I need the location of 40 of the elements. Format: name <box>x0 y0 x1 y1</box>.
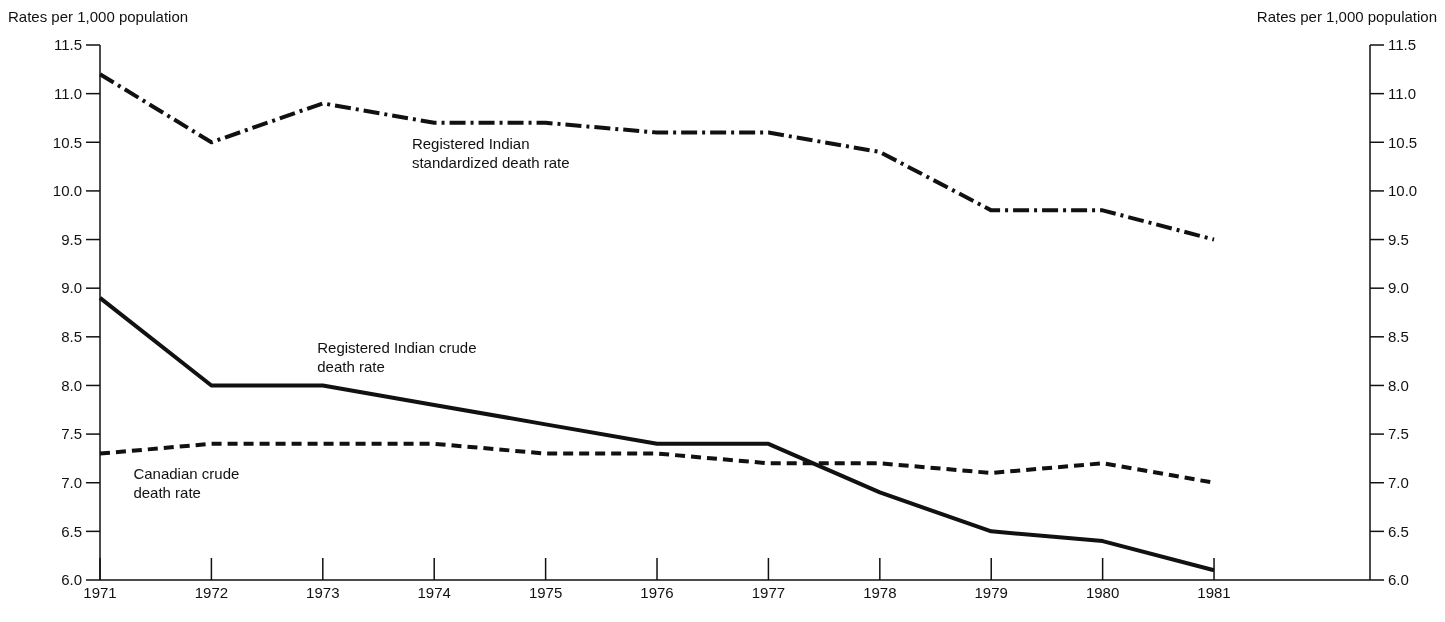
x-tick-label: 1971 <box>83 584 117 601</box>
y-tick-label: 9.0 <box>61 279 82 297</box>
y-tick-label: 8.0 <box>61 376 82 394</box>
series-label: Registered Indian standardized death rate <box>411 134 570 171</box>
y2-tick-label: 10.5 <box>1388 133 1418 151</box>
y-tick-label: 6.0 <box>61 571 82 589</box>
y2-tick-label: 9.5 <box>1388 230 1409 248</box>
y2-tick-label: 11.5 <box>1388 36 1417 54</box>
x-tick-label: 1981 <box>1197 584 1231 601</box>
x-tick-label: 1978 <box>863 584 897 601</box>
x-tick-label: 1977 <box>751 584 786 601</box>
y-tick-label: 11.0 <box>53 84 82 102</box>
y2-tick-label: 7.0 <box>1388 473 1409 491</box>
y-tick-label: 7.5 <box>61 425 82 443</box>
x-tick-label: 1974 <box>417 584 451 601</box>
x-tick-label: 1975 <box>528 584 563 601</box>
series-label: Registered Indian crude death rate <box>317 339 477 376</box>
y-tick-label: 9.5 <box>61 230 82 248</box>
y2-tick-label: 6.5 <box>1388 522 1409 540</box>
x-tick-label: 1973 <box>306 584 340 601</box>
x-tick-label: 1979 <box>974 584 1008 601</box>
y2-tick-label: 9.0 <box>1388 279 1409 297</box>
y-tick-label: 10.5 <box>52 133 82 151</box>
x-tick-label: 1976 <box>640 584 674 601</box>
y-tick-label: 11.5 <box>53 36 82 54</box>
x-tick-label: 1980 <box>1085 584 1120 601</box>
x-tick-label: 1972 <box>194 584 229 601</box>
series-label: Canadian crude death rate <box>133 464 240 501</box>
y2-tick-label: 10.0 <box>1388 182 1418 200</box>
y2-tick-label: 7.5 <box>1388 425 1409 443</box>
y-tick-label: 7.0 <box>61 473 82 491</box>
y2-tick-label: 6.0 <box>1388 571 1409 589</box>
y2-tick-label: 11.0 <box>1388 84 1417 102</box>
y2-tick-label: 8.0 <box>1388 376 1409 394</box>
y-axis-title: Rates per 1,000 population <box>8 8 189 25</box>
y2-axis-title: Rates per 1,000 population <box>1256 8 1437 25</box>
y2-tick-label: 8.5 <box>1388 328 1409 346</box>
y-tick-label: 10.0 <box>52 182 82 200</box>
y-tick-label: 8.5 <box>61 328 82 346</box>
y-tick-label: 6.5 <box>61 522 82 540</box>
